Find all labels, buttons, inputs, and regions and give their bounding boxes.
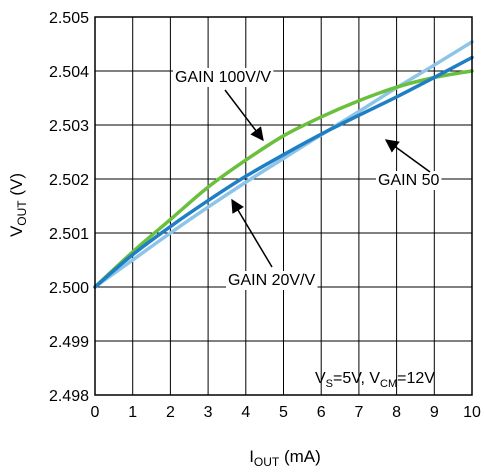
- annotation-arrow: [231, 198, 273, 268]
- x-tick-label: 0: [91, 404, 100, 421]
- x-tick-label: 7: [354, 404, 363, 421]
- x-tick-label: 6: [317, 404, 326, 421]
- y-tick-label: 2.501: [49, 226, 89, 243]
- x-tick-label: 4: [241, 404, 250, 421]
- x-tick-label: 3: [204, 404, 213, 421]
- annotation-label-bg: [173, 68, 274, 87]
- x-tick-label: 9: [430, 404, 439, 421]
- annotation-arrow: [224, 89, 264, 142]
- x-tick-label: 8: [392, 404, 401, 421]
- y-axis-label: VOUT (V): [7, 173, 29, 237]
- series-group: [93, 40, 474, 289]
- y-tick-label: 2.503: [49, 118, 89, 135]
- y-tick-label: 2.505: [49, 10, 89, 27]
- x-tick-label: 5: [279, 404, 288, 421]
- x-tick-label: 10: [463, 404, 481, 421]
- annotation-label: GAIN 100V/V: [175, 69, 271, 86]
- conditions-label: VS=5V, VCM=12V: [315, 370, 435, 390]
- x-tick-label: 2: [166, 404, 175, 421]
- plot-border: [94, 16, 473, 396]
- series-line-gain-100v-v: [93, 69, 474, 289]
- x-axis-label: IOUT (mA): [249, 447, 321, 469]
- annotation-label: GAIN 50: [378, 172, 439, 189]
- series-line-gain-50: [93, 55, 474, 289]
- annotation-label-bg: [226, 271, 318, 290]
- y-tick-label: 2.498: [49, 388, 89, 405]
- y-tick-label: 2.504: [49, 64, 89, 81]
- annotation-label-bg: [376, 171, 442, 190]
- tick-labels: 0 1 2 3 4 5 6 7 8 9 10 2.498 2.499 2.500 2.501 2.502 2.5…: [49, 10, 481, 421]
- plot-frame: [94, 16, 473, 396]
- series-line-gain-20v-v: [93, 40, 474, 289]
- x-tick-label: 1: [128, 404, 137, 421]
- annotation-arrow: [384, 139, 431, 173]
- annotation-label: GAIN 20V/V: [228, 272, 315, 289]
- y-tick-label: 2.499: [49, 334, 89, 351]
- grid: [94, 16, 473, 396]
- y-tick-label: 2.502: [49, 172, 89, 189]
- y-tick-label: 2.500: [49, 280, 89, 297]
- annotations: GAIN 100V/V GAIN 50 GAIN 20V/V: [173, 68, 442, 290]
